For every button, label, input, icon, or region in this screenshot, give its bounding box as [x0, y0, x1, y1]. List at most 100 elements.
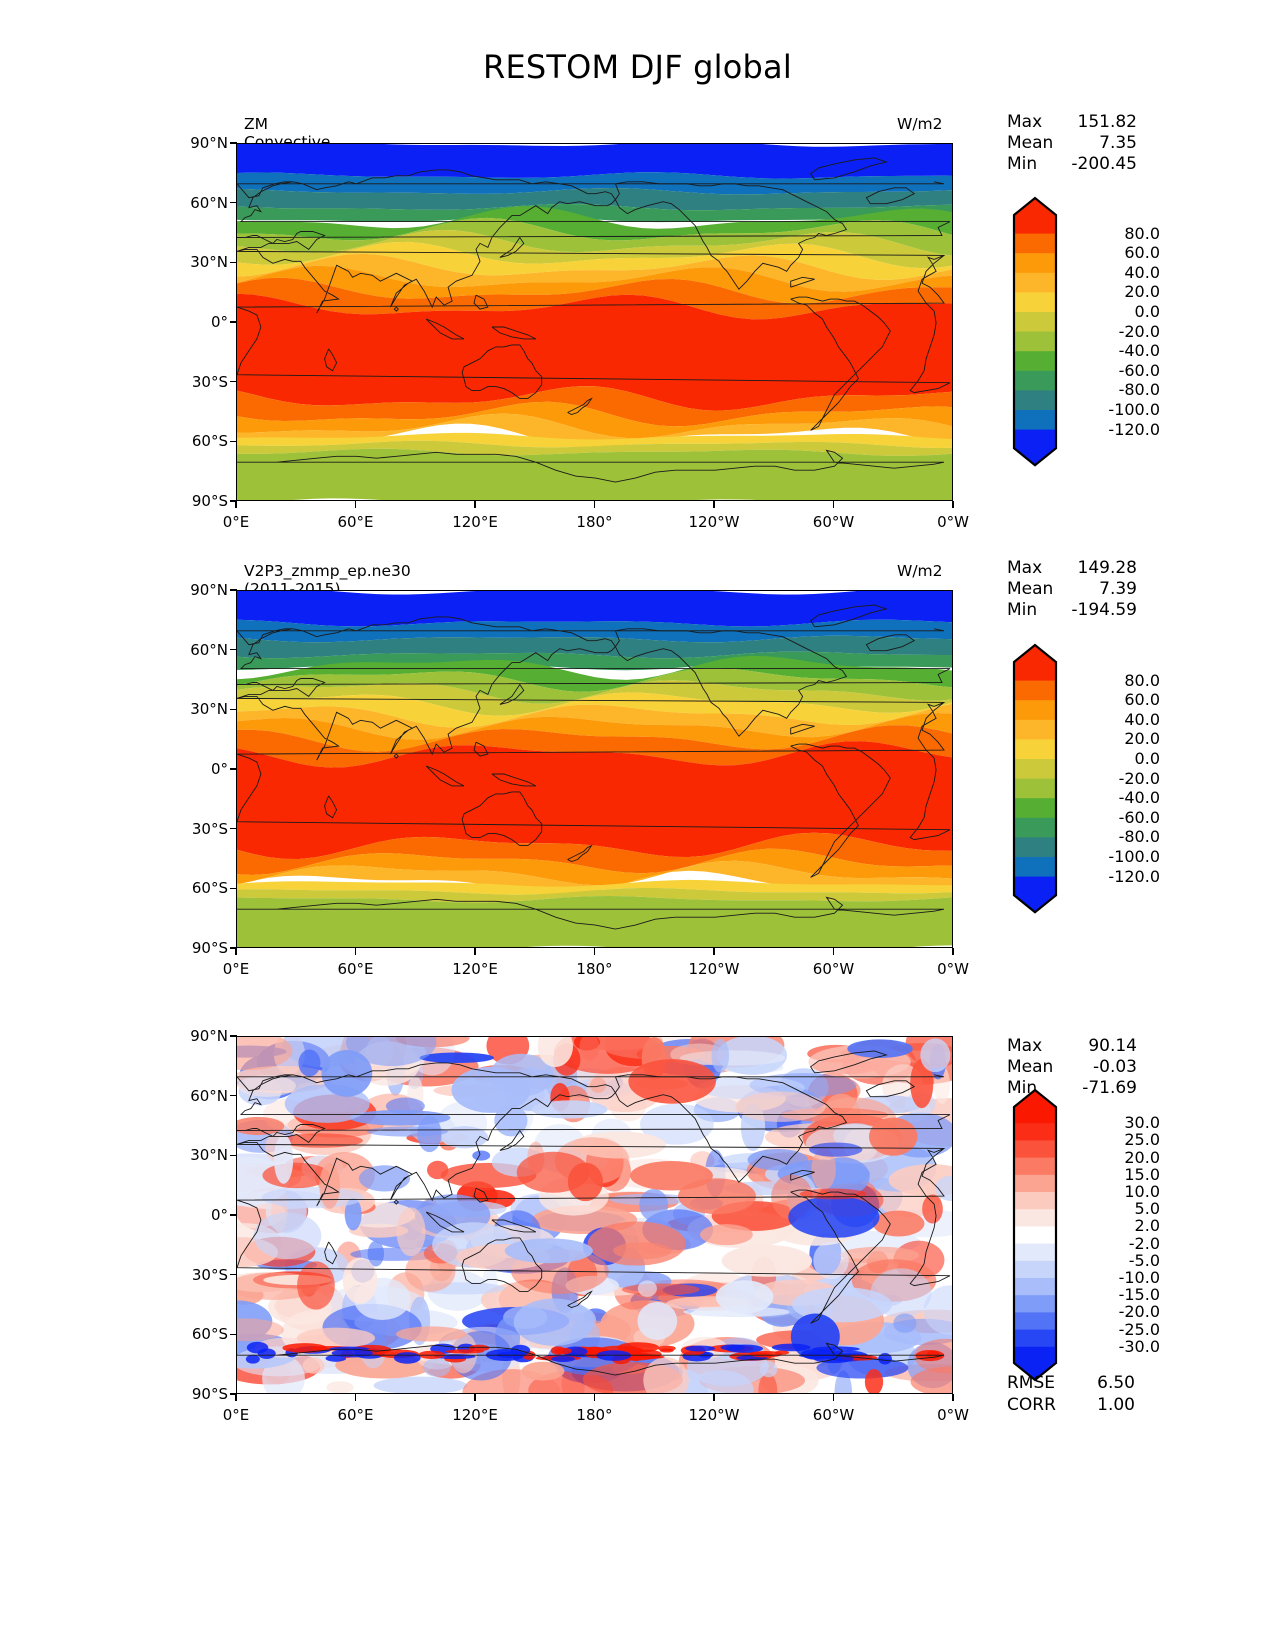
map-field [237, 591, 952, 947]
min-stat-value: -71.69 [1082, 1078, 1137, 1098]
colorbar-tick-label: 60.0 [1124, 243, 1160, 263]
max-stat-value: 149.28 [1077, 558, 1137, 578]
y-axis-tick [230, 142, 237, 144]
colorbar-tick-label: -100.0 [1108, 847, 1160, 866]
corr-stat: CORR 1.00 [1007, 1394, 1135, 1416]
x-axis-label: 120°W [688, 1406, 740, 1424]
colorbar-tick-label: -120.0 [1108, 866, 1160, 886]
mean-stat: Mean -0.03 [1007, 1057, 1137, 1078]
y-axis-tick [230, 768, 237, 770]
x-axis-tick [235, 1394, 237, 1401]
x-axis-tick [354, 948, 357, 955]
x-axis-label: 60°E [337, 960, 374, 978]
mean-stat-value: 7.35 [1099, 133, 1137, 153]
x-axis-tick [952, 948, 954, 955]
x-axis-label: 180° [576, 960, 613, 978]
y-axis-label: 90°S [191, 1385, 228, 1403]
y-axis-label: 60°N [190, 193, 228, 212]
y-axis-label: 60°N [190, 640, 228, 659]
coastlines [237, 604, 951, 930]
y-axis-tick [230, 827, 237, 830]
colorbar-tick-label: 20.0 [1124, 282, 1160, 302]
y-axis-label: 0° [210, 313, 228, 331]
max-stat-label: Max [1007, 112, 1043, 132]
colorbar-tick-label: -2.0 [1128, 1233, 1160, 1253]
y-axis-tick [230, 589, 237, 591]
max-stat: Max 90.14 [1007, 1036, 1137, 1057]
x-axis-label: 60°W [812, 1406, 855, 1424]
y-axis-tick [230, 1154, 237, 1157]
colorbar-tick-label: -20.0 [1118, 321, 1160, 341]
x-axis-tick [593, 1394, 596, 1401]
x-axis-label: 0°E [222, 513, 250, 531]
min-stat-label: Min [1007, 154, 1038, 174]
min-stat-label: Min [1007, 600, 1038, 620]
x-axis-tick [832, 1394, 835, 1401]
colorbar-tick-label: 15.0 [1124, 1164, 1160, 1184]
x-axis-tick [713, 501, 715, 508]
x-axis-label: 0°W [937, 513, 969, 531]
rmse-stat: RMSE 6.50 [1007, 1372, 1135, 1394]
colorbar-tick-label: 10.0 [1124, 1182, 1160, 1201]
y-axis-label: 60°N [190, 1086, 228, 1105]
x-axis-label: 0°W [937, 960, 969, 978]
rmse-stat-value: 6.50 [1097, 1373, 1135, 1393]
x-axis-tick [593, 948, 596, 955]
colorbar-tick-label: -40.0 [1118, 341, 1160, 361]
y-axis-label: 0° [210, 760, 228, 778]
y-axis-label: 30°S [191, 1265, 228, 1284]
colorbar-tick-label: 0.0 [1134, 302, 1160, 321]
figure-title: RESTOM DJF global [483, 48, 792, 86]
y-axis-label: 0° [210, 1206, 228, 1224]
y-axis-label: 30°S [191, 819, 228, 838]
y-axis-tick [230, 1393, 237, 1395]
mean-stat: Mean 7.39 [1007, 579, 1137, 600]
colorbar-tick-label: -100.0 [1108, 400, 1160, 419]
y-axis-tick [230, 947, 237, 949]
colorbar [1012, 1088, 1058, 1382]
x-axis-label: 60°E [337, 1406, 374, 1424]
x-axis-label: 60°W [812, 960, 855, 978]
x-axis-label: 60°W [812, 513, 855, 531]
y-axis-tick [230, 648, 237, 651]
colorbar-tick-label: -60.0 [1118, 807, 1160, 827]
colorbar [1012, 643, 1058, 914]
colorbar-tick-label: -80.0 [1118, 827, 1160, 847]
colorbar-tick-label: 80.0 [1124, 223, 1160, 243]
x-axis-tick [235, 501, 237, 508]
y-axis-tick [230, 201, 237, 204]
x-axis-tick [354, 501, 357, 508]
y-axis-tick [230, 887, 237, 890]
x-axis-tick [952, 501, 954, 508]
colorbar-tick-label: 40.0 [1124, 262, 1160, 282]
rmse-stat-label: RMSE [1007, 1373, 1056, 1393]
y-axis-tick [230, 708, 237, 711]
y-axis-label: 90°N [190, 581, 228, 599]
colorbar-tick-label: -15.0 [1118, 1285, 1160, 1305]
mean-stat-value: 7.39 [1099, 579, 1137, 599]
y-axis-tick [230, 1273, 237, 1276]
mean-stat-label: Mean [1007, 133, 1054, 153]
map-field [237, 144, 952, 500]
colorbar-tick-label: -30.0 [1118, 1336, 1160, 1356]
min-stat: Min -200.45 [1007, 154, 1137, 175]
map-plot-area-3[interactable] [236, 1036, 953, 1394]
map-plot-area-2[interactable] [236, 590, 953, 948]
y-axis-tick [230, 1094, 237, 1097]
y-axis-label: 30°N [190, 700, 228, 719]
x-axis-tick [713, 948, 715, 955]
y-axis-label: 90°S [191, 492, 228, 510]
map-field [237, 1037, 952, 1393]
x-axis-label: 120°E [452, 960, 498, 978]
map-plot-area-1[interactable] [236, 143, 953, 501]
colorbar-tick-labels: 80.0 60.0 40.0 20.0 0.0 -20.0 -40.0 -60.0 -80.0-… [1064, 643, 1160, 914]
colorbar-gradient [1012, 643, 1058, 914]
stats-block: Max 151.82 Mean 7.35 Min -200.45 [1007, 112, 1137, 175]
x-axis-label: 120°E [452, 513, 498, 531]
min-stat-value: -194.59 [1071, 600, 1137, 620]
max-stat-value: 90.14 [1088, 1036, 1137, 1056]
colorbar-tick-label: 0.0 [1134, 749, 1160, 768]
x-axis-label: 0°E [222, 960, 250, 978]
colorbar-tick-label: -80.0 [1118, 380, 1160, 400]
x-axis-tick [474, 501, 476, 508]
